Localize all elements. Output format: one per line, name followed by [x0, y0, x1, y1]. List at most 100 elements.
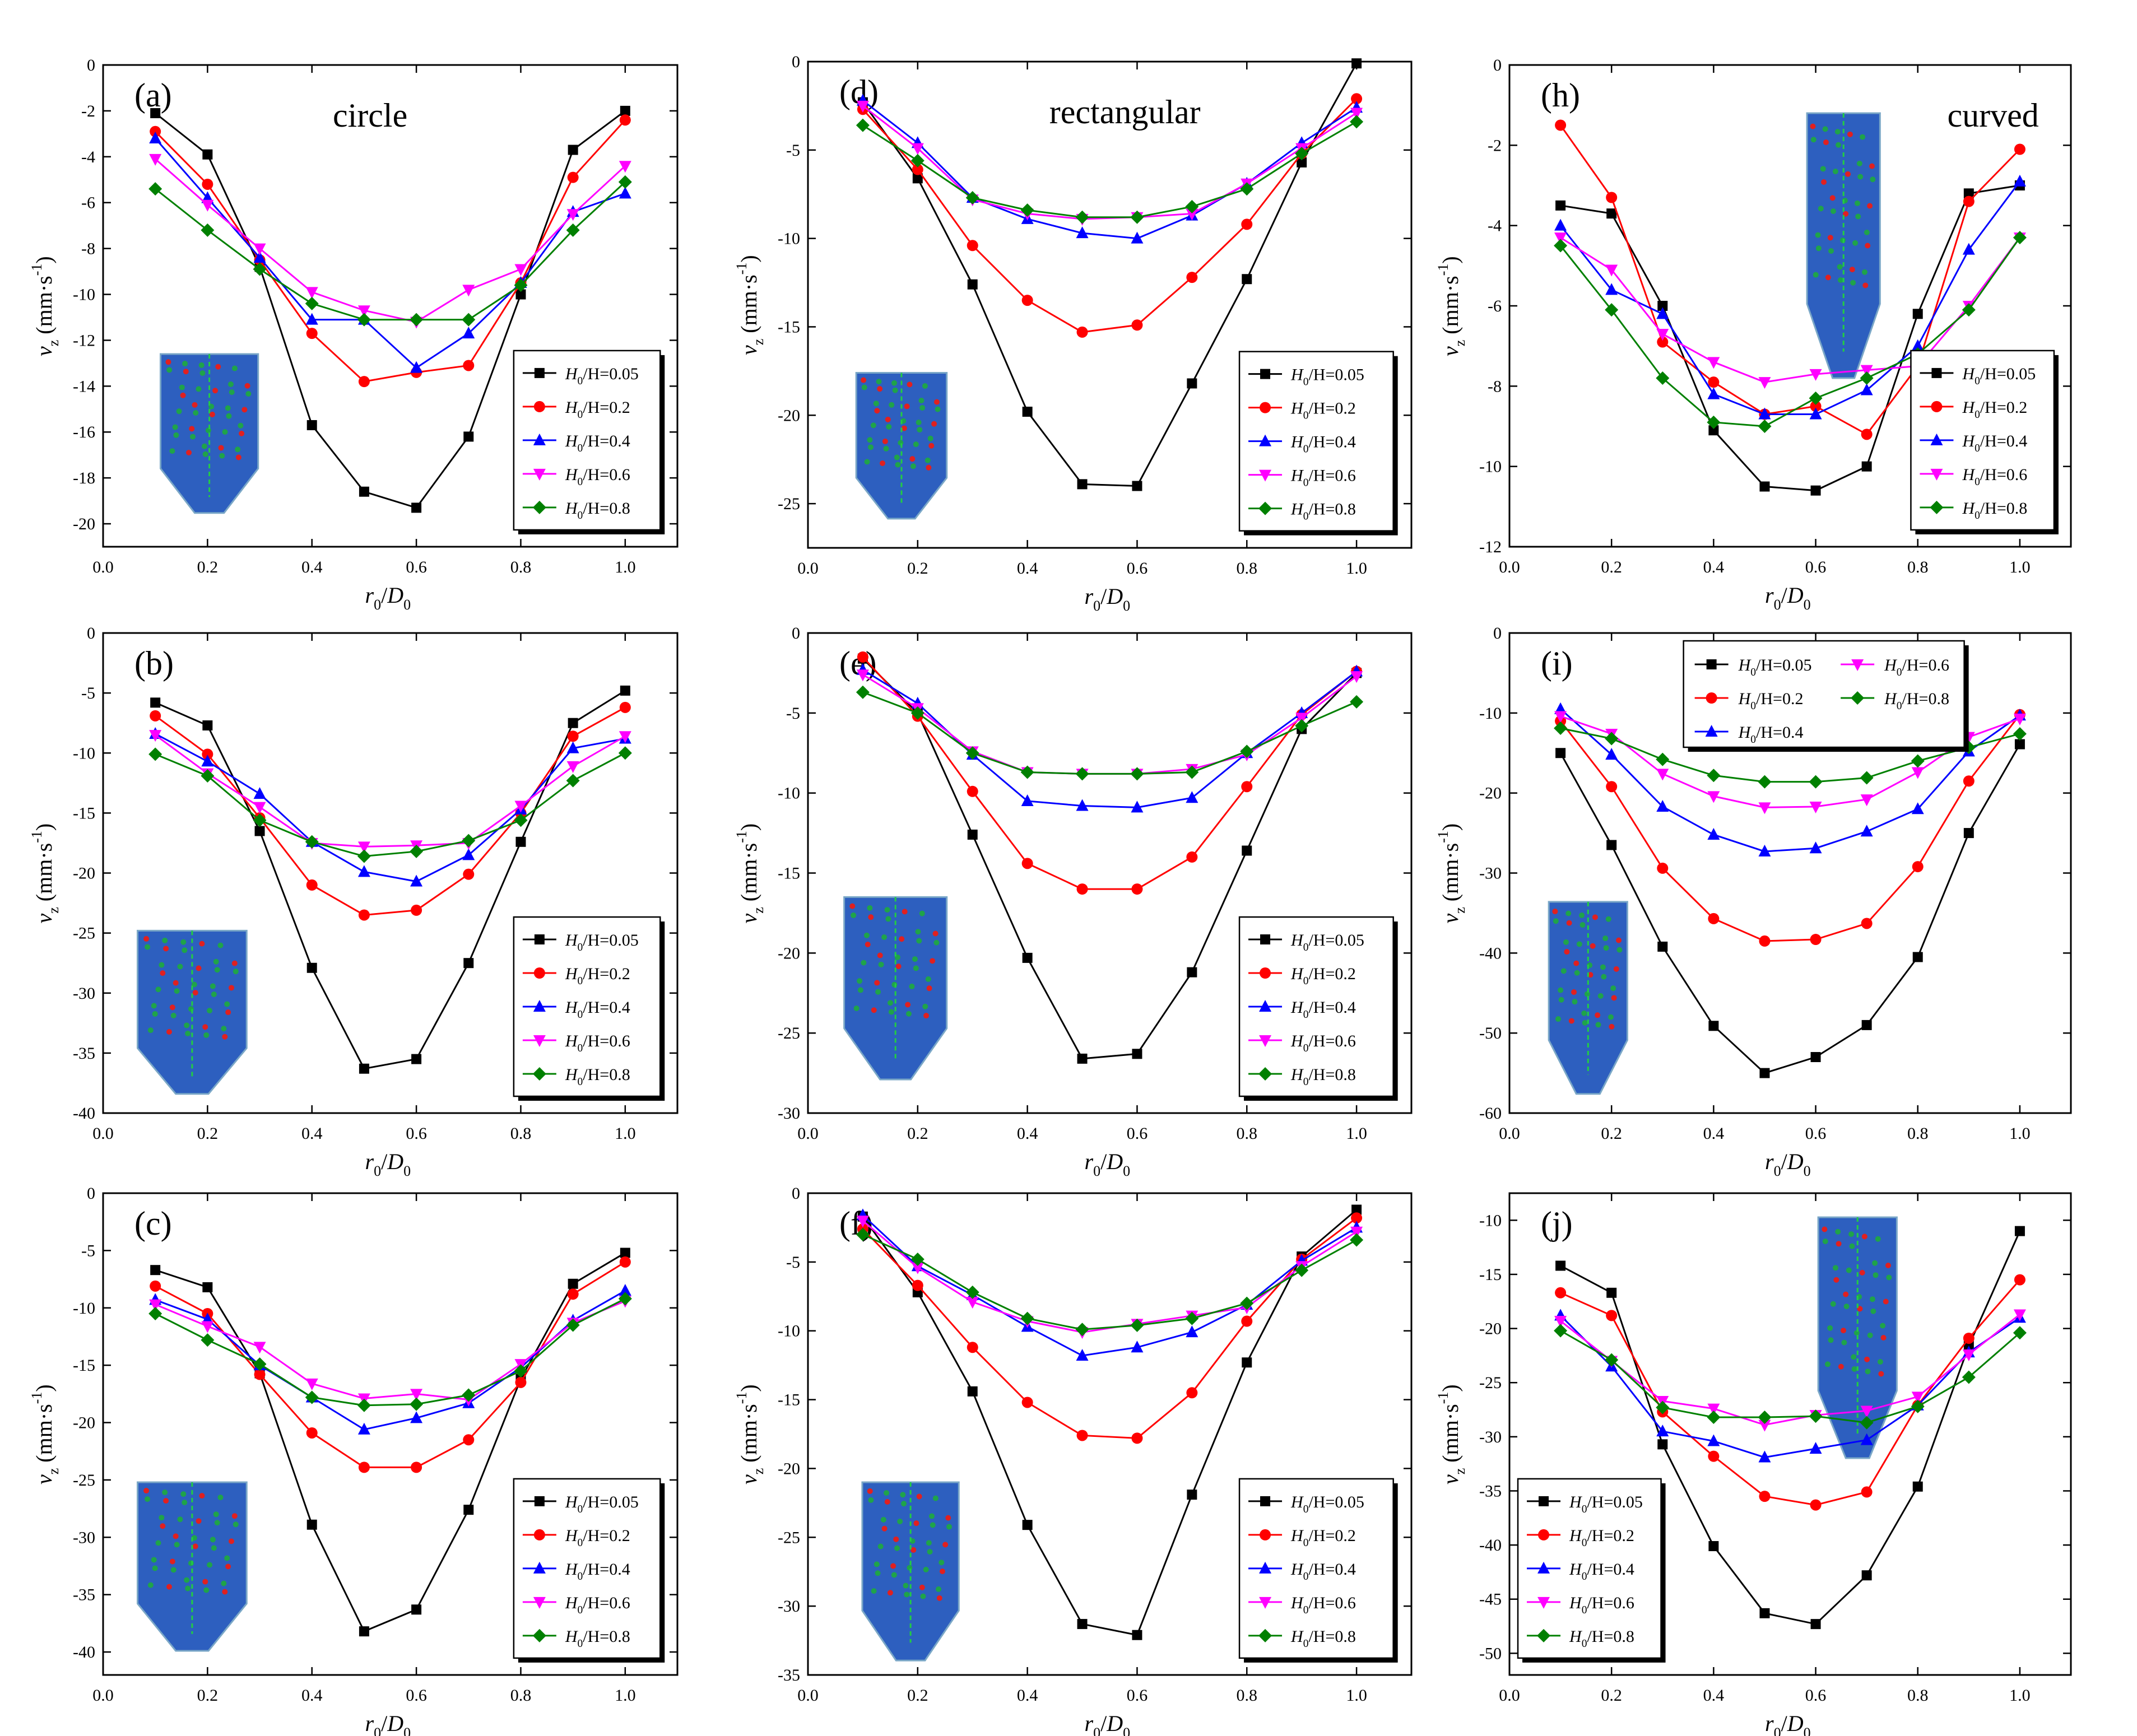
particle	[179, 384, 185, 390]
y-tick-label: -20	[73, 864, 95, 883]
x-tick-label: 0.0	[797, 559, 819, 578]
particle	[939, 1560, 945, 1566]
data-point	[1810, 934, 1822, 946]
particle-bed-inset	[1548, 901, 1628, 1095]
particle	[163, 1498, 169, 1504]
y-tick-label: -5	[81, 684, 95, 702]
particle	[888, 1009, 894, 1015]
x-tick-label: 0.6	[1805, 558, 1827, 576]
data-point	[1132, 1049, 1142, 1059]
y-tick-label: -2	[81, 102, 95, 120]
series-line	[1560, 1279, 2021, 1506]
legend-label: H0/H=0.6	[565, 1032, 630, 1054]
series-line	[155, 706, 626, 916]
data-point	[1708, 425, 1719, 436]
data-point	[1351, 58, 1362, 69]
data-point	[253, 813, 267, 827]
data-point	[1708, 376, 1720, 388]
data-point	[2013, 174, 2026, 187]
series-H0H0.2	[150, 1256, 631, 1473]
x-tick-label: 1.0	[2009, 558, 2031, 576]
y-tick-label: -30	[1479, 1428, 1502, 1446]
particle	[227, 381, 234, 387]
particle	[1830, 1301, 1836, 1307]
data-point	[1350, 1226, 1363, 1239]
y-tick-label: -16	[73, 423, 95, 441]
x-axis-label: r0/D0	[1085, 584, 1131, 614]
y-axis-label: vz (mm·s-1)	[1435, 256, 1468, 356]
y-tick-label: 0	[792, 53, 800, 71]
x-tick-label: 0.6	[1127, 1686, 1148, 1705]
legend-marker	[1259, 1000, 1272, 1012]
series-line	[862, 98, 1358, 333]
particle	[1843, 1304, 1850, 1310]
series-H0H0.4	[149, 132, 631, 373]
legend: H0/H=0.05 H0/H=0.2 H0/H=0.4 H0/H=0.6 H0/H=0.…	[1238, 916, 1398, 1101]
data-point	[253, 251, 266, 263]
data-point	[305, 287, 318, 299]
series-line	[862, 1217, 1357, 1439]
particle	[884, 907, 890, 913]
particle	[225, 1009, 231, 1016]
legend-marker	[1539, 1496, 1549, 1506]
particle	[172, 424, 178, 430]
data-point	[1186, 791, 1198, 803]
y-tick-label: -35	[1479, 1482, 1502, 1500]
legend-label: H0/H=0.05	[1290, 1493, 1364, 1515]
series-line	[1560, 708, 2020, 853]
data-point	[619, 731, 631, 743]
particle	[1600, 964, 1606, 970]
particle	[867, 437, 873, 443]
legend-marker	[1537, 1597, 1550, 1609]
plot-frame	[1508, 1192, 2072, 1676]
particle	[1864, 1356, 1870, 1362]
particle	[1595, 1012, 1601, 1018]
data-point	[1132, 481, 1142, 491]
data-point	[856, 669, 869, 682]
data-point	[1185, 1311, 1199, 1325]
data-point	[357, 313, 371, 327]
y-tick-label: -10	[1479, 1211, 1502, 1230]
legend-label: H0/H=0.6	[565, 1594, 630, 1616]
data-point	[201, 1321, 214, 1333]
x-axis-label: r0/D0	[365, 583, 411, 613]
legend-label: H0/H=0.2	[565, 398, 630, 421]
particle	[1869, 163, 1875, 169]
data-point	[1555, 119, 1567, 131]
series-line	[155, 181, 626, 321]
legend-marker	[1931, 367, 1942, 378]
particle	[1880, 1323, 1886, 1329]
data-point	[1240, 182, 1254, 196]
particle	[228, 985, 234, 991]
legend: H0/H=0.05 H0/H=0.2 H0/H=0.4 H0/H=0.6 H0/H=0.…	[1910, 350, 2059, 534]
particle	[1886, 1274, 1892, 1281]
particle	[173, 1533, 179, 1539]
data-point	[253, 1357, 267, 1371]
data-point	[514, 264, 527, 276]
data-point	[1606, 1287, 1617, 1298]
series-line	[155, 138, 626, 369]
legend-label: H0/H=0.8	[565, 499, 630, 522]
data-point	[2013, 1309, 2026, 1321]
panel-label: (i)	[1541, 645, 1573, 682]
data-point	[410, 1411, 423, 1423]
legend-label: H0/H=0.2	[1962, 398, 2027, 421]
particle	[159, 962, 165, 968]
particle	[1602, 936, 1609, 942]
series-H0H0.8	[148, 746, 632, 863]
data-point	[1860, 365, 1873, 377]
x-tick-label: 0.2	[197, 558, 219, 576]
series-H0H0.6	[1554, 1309, 2026, 1432]
data-point	[1606, 1310, 1618, 1321]
data-point	[150, 125, 161, 137]
particle	[916, 420, 922, 426]
data-point	[1076, 226, 1089, 239]
legend-marker	[534, 934, 545, 945]
particle	[1860, 134, 1866, 140]
data-point	[967, 279, 978, 290]
particle	[1574, 970, 1580, 976]
particle	[160, 1523, 166, 1529]
y-tick-label: -15	[1479, 1265, 1502, 1284]
data-point	[305, 1390, 319, 1404]
x-tick-label: 0.8	[510, 1124, 532, 1143]
